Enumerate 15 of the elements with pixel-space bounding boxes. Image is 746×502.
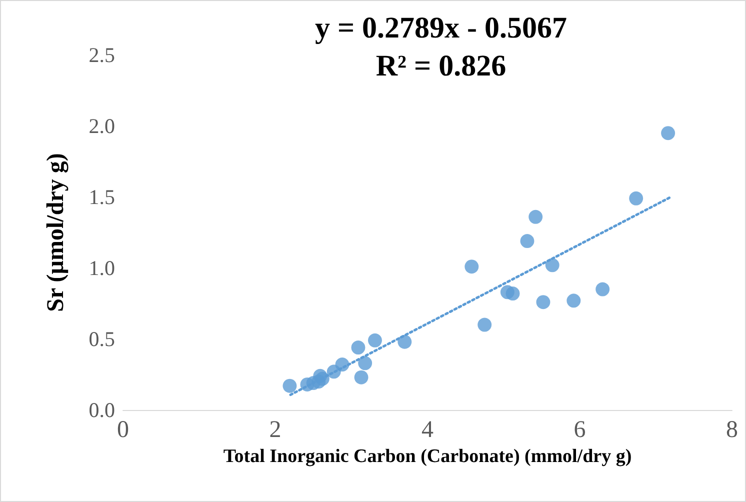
x-tick-label: 2 (269, 417, 282, 443)
text: y = 0.2789x - 0.5067 (314, 12, 568, 44)
x-tick-label: 8 (726, 417, 738, 443)
x-tick-label: 0 (117, 417, 129, 443)
y-tick-label: 2.5 (88, 43, 115, 67)
x-axis-title: Total Inorganic Carbon (Carbonate) (mmol/dry g) (223, 446, 632, 467)
x-tick-label: 4 (422, 417, 434, 443)
y-tick-label: 0.0 (88, 398, 115, 422)
y-tick-label: 0.5 (88, 327, 115, 351)
y-tick-label: 1.5 (88, 185, 115, 209)
y-tick-label: 2.0 (88, 114, 115, 138)
annotation: R² = 0.826 (376, 50, 506, 82)
y-tick-label: 1.0 (88, 256, 115, 280)
x-tick-label: 6 (574, 417, 586, 443)
y-axis-title: Sr (µmol/dry g) (43, 153, 69, 312)
